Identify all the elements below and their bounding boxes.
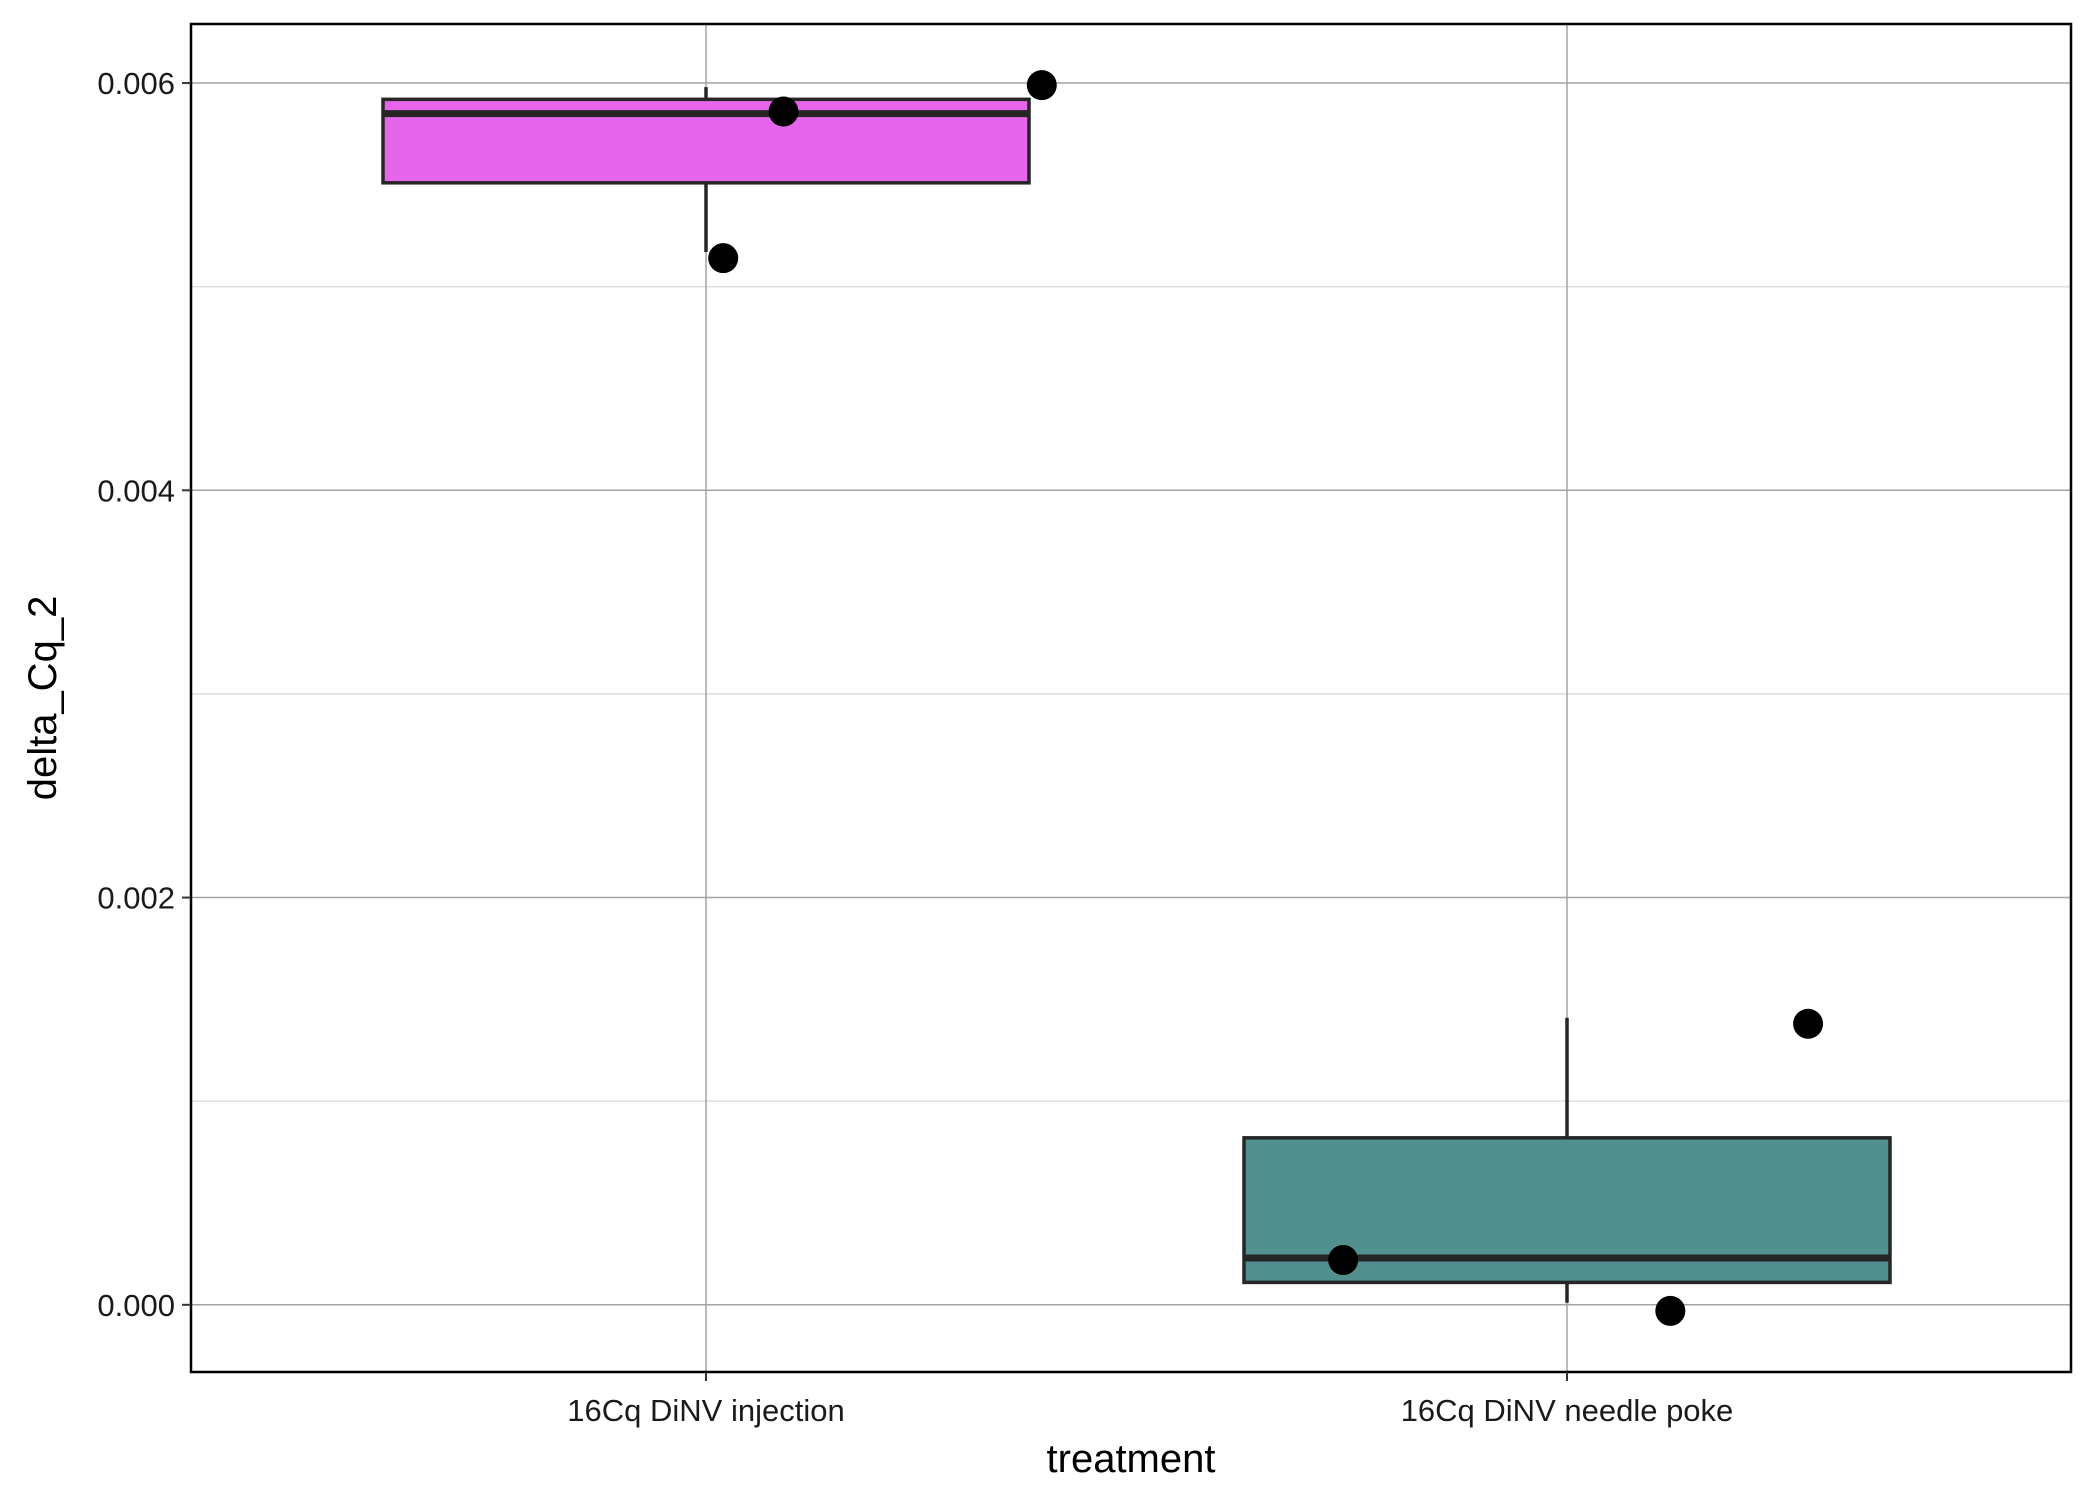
panel-border bbox=[189, 22, 2073, 1374]
data-point bbox=[1026, 70, 1057, 101]
data-point bbox=[1655, 1295, 1686, 1326]
y-tick-label: 0.004 bbox=[97, 473, 175, 508]
y-tick-label: 0.000 bbox=[97, 1288, 175, 1323]
data-point bbox=[708, 243, 739, 274]
x-tick-label: 16Cq DiNV injection bbox=[567, 1393, 844, 1428]
ticks-layer: 0.000 0.002 0.004 0.006 16Cq DiNV injection 1… bbox=[97, 66, 1733, 1428]
y-tick-label: 0.002 bbox=[97, 881, 175, 916]
y-axis-title: delta_Cq_2 bbox=[21, 596, 65, 801]
y-tick-label: 0.006 bbox=[97, 66, 175, 101]
points-layer bbox=[708, 70, 1824, 1326]
x-axis-title: treatment bbox=[1047, 1437, 1216, 1481]
data-point bbox=[1328, 1245, 1359, 1276]
data-point bbox=[768, 96, 799, 127]
x-tick-label: 16Cq DiNV needle poke bbox=[1401, 1393, 1734, 1428]
boxes-layer bbox=[381, 87, 1892, 1303]
data-point bbox=[1793, 1008, 1824, 1039]
